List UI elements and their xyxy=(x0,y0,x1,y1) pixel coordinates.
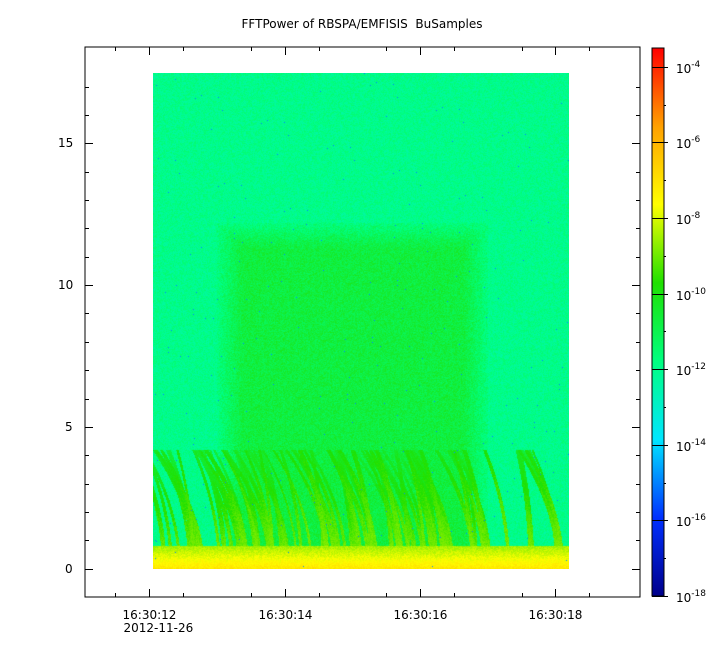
x-tick-label: 16:30:14 xyxy=(258,608,313,622)
colorbar-tick-label: 10-18 xyxy=(676,588,706,605)
spectrogram-image xyxy=(153,73,569,569)
colorbar-ticks xyxy=(652,67,668,597)
y-tick-label: 15 xyxy=(58,135,74,150)
colorbar-tick-label: 10-8 xyxy=(676,210,701,227)
colorbar-tick-label: 10-4 xyxy=(676,59,701,76)
colorbar-tick-label: 10-12 xyxy=(676,361,706,378)
x-tick-label: 16:30:16 xyxy=(393,608,448,622)
y-tick-label: 5 xyxy=(65,419,73,434)
y-tick-label: 10 xyxy=(58,277,74,292)
x-tick-label: 16:30:12 xyxy=(122,608,177,622)
y-tick-label: 0 xyxy=(65,561,73,576)
colorbar-tick-label: 10-6 xyxy=(676,134,701,151)
colorbar-tick-label: 10-16 xyxy=(676,512,706,529)
x-tick-sublabel: 2012-11-26 xyxy=(123,621,194,635)
x-tick-label: 16:30:18 xyxy=(528,608,583,622)
axes xyxy=(85,47,640,597)
colorbar-tick-label: 10-14 xyxy=(676,437,706,454)
chart-title: FFTPower of RBSPA/EMFISIS BuSamples xyxy=(241,17,483,31)
colorbar xyxy=(651,47,665,597)
spectrogram-raster xyxy=(153,73,569,569)
colorbar-tick-label: 10-10 xyxy=(676,286,706,303)
